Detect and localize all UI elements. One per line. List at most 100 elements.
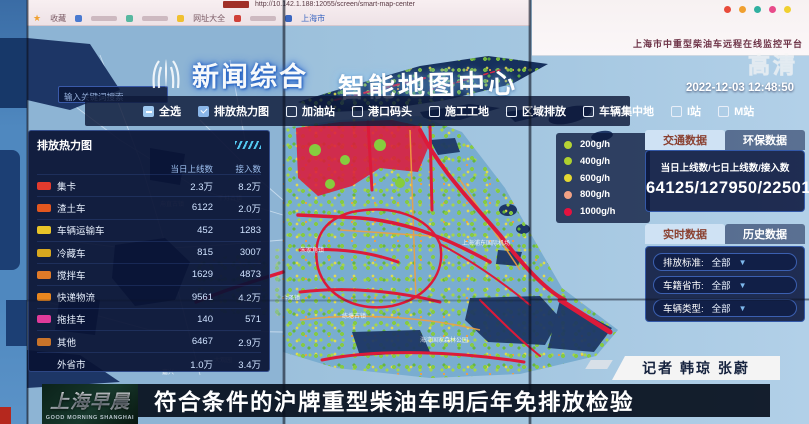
checkbox-checked-icon[interactable] (198, 105, 209, 117)
heatmap-legend: 200g/h 400g/h 600g/h 800g/h 1000g/h (556, 133, 650, 223)
bookmark-favicon[interactable] (285, 14, 293, 22)
channel-logo-icon (152, 59, 180, 89)
dropdown-emission-standard[interactable]: 排放标准: 全部 ▼ (653, 253, 797, 271)
table-row[interactable]: 渣土车 6122 2.0万 (37, 196, 261, 218)
table-row[interactable]: 快递物流 9561 4.2万 (37, 285, 261, 307)
red-corner-sliver (0, 407, 11, 424)
monitor-bezel (27, 299, 530, 302)
table-row[interactable]: 集卡 2.3万 8.2万 (37, 174, 261, 196)
traffic-data-panel: 当日上线数/七日上线数/接入数 64125/127950/225012 (645, 150, 809, 212)
legend-dot (564, 140, 572, 149)
bookmark-item[interactable]: 上海市 (301, 13, 326, 23)
chevron-down-icon: ▼ (738, 257, 747, 267)
program-logo-cn: 上海早晨 (50, 387, 130, 414)
checkbox-icon[interactable] (429, 105, 440, 117)
filter-area-emission[interactable]: 区域排放 (506, 103, 566, 119)
table-row[interactable]: 其他 6467 2.9万 (37, 330, 261, 352)
browser-chrome: http://10.142.1.188:12055/screen/smart-m… (27, 0, 530, 26)
slashes-icon (235, 140, 261, 149)
checkbox-icon[interactable] (671, 105, 682, 117)
chevron-down-icon: ▼ (738, 280, 747, 290)
table-row[interactable]: 外省市 1.0万 3.4万 (37, 352, 261, 374)
adjacent-monitor-strip (0, 0, 27, 424)
legend-item: 1000g/h (564, 206, 642, 217)
legend-dot (564, 157, 572, 166)
table-header: 当日上线数 接入数 (170, 163, 261, 174)
table-row[interactable]: 车辆运输车 452 1283 (37, 218, 261, 241)
browser-tab-patch (223, 1, 249, 8)
tab-history-data[interactable]: 历史数据 (725, 224, 805, 244)
truck-icon (37, 248, 51, 257)
address-url[interactable]: http://10.142.1.188:12055/screen/smart-m… (255, 1, 415, 8)
map-label: 练塘古镇 (342, 312, 366, 320)
checkbox-icon[interactable] (286, 105, 297, 117)
platform-title: 上海市中重型柴油车远程在线监控平台 (632, 39, 803, 49)
bookmark-favicon[interactable] (75, 14, 83, 22)
chevron-down-icon: ▼ (738, 303, 747, 313)
tab-realtime-data[interactable]: 实时数据 (645, 224, 725, 244)
checkbox-icon[interactable] (583, 105, 594, 117)
map-label: 金泽镇 (282, 294, 300, 302)
dropdown-vehicle-type[interactable]: 车辆类型: 全部 ▼ (653, 299, 797, 317)
headline-bar: 符合条件的沪牌重型柴油车明后年免排放检验 (137, 384, 770, 417)
channel-watermark: 新闻综合 (146, 54, 308, 94)
online-metric-value: 64125/127950/225012 (646, 179, 809, 197)
reporter-credit: 记者 韩琼 张蔚 (612, 356, 780, 380)
tab-traffic-data[interactable]: 交通数据 (645, 130, 725, 150)
select-all-checkbox[interactable]: 全选 (143, 103, 181, 119)
program-logo: 上海早晨 GOOD MORNING SHANGHAI (42, 384, 138, 424)
filter-vehicle-cluster[interactable]: 车辆集中地 (583, 103, 654, 119)
browser-chrome-right: 上海市中重型柴油车远程在线监控平台 (532, 0, 809, 56)
legend-dot (564, 190, 572, 199)
checkbox-icon[interactable] (506, 105, 517, 117)
truck-icon (37, 226, 51, 235)
monitor-bezel (26, 0, 29, 424)
emission-heat-panel: 排放热力图 当日上线数 接入数 集卡 2.3万 8.2万 渣土车 6122 2.… (28, 130, 270, 372)
table-row[interactable]: 拖挂车 140 571 (37, 307, 261, 330)
bookmark-item[interactable]: 网址大全 (193, 13, 226, 23)
truck-icon (37, 181, 51, 190)
filter-port-dock[interactable]: 港口码头 (352, 103, 412, 119)
bookmarks-bar: ★ 收藏 网址大全 上海市 (33, 11, 325, 25)
legend-dot (564, 174, 572, 182)
bookmark-favicon[interactable] (234, 14, 242, 22)
table-row[interactable]: 冷藏车 815 3007 (37, 240, 261, 263)
truck-icon (37, 203, 51, 212)
map-label: 上海浦东国际机场 (462, 239, 510, 247)
truck-icon (37, 293, 51, 302)
legend-item: 600g/h (564, 173, 642, 184)
filter-m-station[interactable]: M站 (718, 103, 754, 119)
legend-item: 200g/h (564, 139, 642, 150)
checkbox-icon[interactable] (718, 105, 730, 117)
checkbox-icon[interactable] (352, 105, 363, 117)
bookmark-favicon[interactable] (177, 14, 185, 22)
filter-emission-heatmap[interactable]: 排放热力图 (198, 103, 269, 119)
map-label: 嘉兴 (162, 368, 174, 376)
truck-icon (37, 315, 51, 324)
vehicle-filter-panel: 排放标准: 全部 ▼ 车籍省市: 全部 ▼ 车辆类型: 全部 ▼ (645, 246, 805, 322)
bookmark-favicon[interactable] (126, 14, 134, 22)
program-logo-en: GOOD MORNING SHANGHAI (45, 415, 135, 421)
panel-title: 排放热力图 (37, 139, 92, 152)
layer-filter-bar: 全选 排放热力图 加油站 港口码头 施工工地 区域排放 车辆集中地 I站 (85, 96, 754, 126)
table-row[interactable]: 搅拌车 1629 4873 (37, 263, 261, 285)
hd-badge: 高清 (748, 53, 799, 79)
filter-construction-site[interactable]: 施工工地 (429, 103, 489, 119)
dropdown-registration-province[interactable]: 车籍省市: 全部 ▼ (653, 276, 797, 294)
extension-icons (724, 6, 791, 13)
map-label: 海湾国家森林公园 (420, 336, 468, 344)
tab-environment-data[interactable]: 环保数据 (725, 130, 805, 150)
legend-dot (564, 207, 572, 216)
favorites-button[interactable]: 收藏 (50, 13, 67, 23)
datetime-display: 2022-12-03 12:48:50 (686, 82, 795, 94)
legend-item: 800g/h (564, 189, 642, 200)
truck-icon (37, 337, 51, 346)
online-metric-label: 当日上线数/七日上线数/接入数 (660, 163, 790, 174)
filter-i-station[interactable]: I站 (671, 103, 701, 119)
checkbox-indeterminate-icon[interactable] (143, 105, 154, 117)
map-label: 朱家角镇 (300, 246, 324, 254)
filter-gas-station[interactable]: 加油站 (286, 103, 335, 119)
favorites-star-icon: ★ (33, 12, 42, 23)
